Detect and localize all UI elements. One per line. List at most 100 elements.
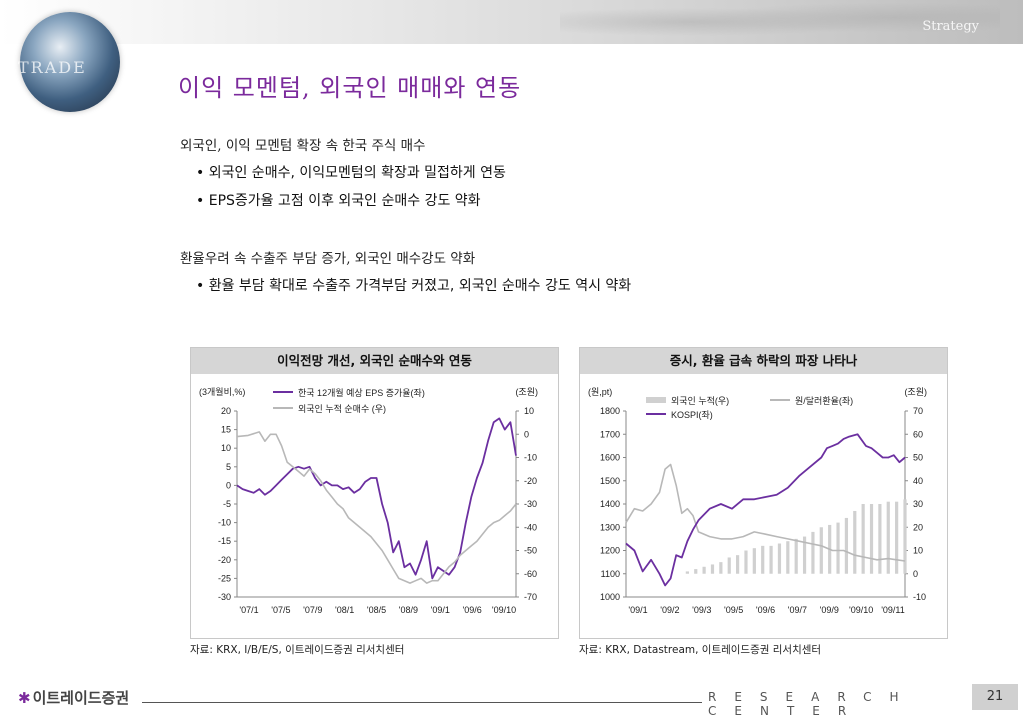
chart-1-right-tick-label: -30 [524,499,537,509]
chart-2-x-tick-label: '09/7 [788,605,807,615]
chart-2-bar [886,501,890,574]
chart-2-legend-swatch [646,397,666,403]
chart-1-right-tick-label: -50 [524,546,537,556]
chart-2-bar [895,501,899,574]
chart-2-bar [744,550,748,574]
chart-2-x-tick-label: '09/6 [756,605,775,615]
footer-divider [142,702,702,703]
chart-1-right-tick-label: -20 [524,476,537,486]
chart-1-right-tick-label: 0 [524,429,529,439]
chart-1-right-tick-label: 10 [524,406,534,416]
chart-1-legend-label: 한국 12개월 예상 EPS 증가율(좌) [298,387,425,398]
chart-2-series-line-2 [625,433,906,587]
star-logo-icon: ✱ [18,689,31,707]
chart-2-right-tick-label: 20 [913,522,923,532]
section-heading-2: 환율우려 속 수출주 부담 증가, 외국인 매수강도 약화 [180,251,476,267]
chart-1-left-unit: (3개월비,%) [199,386,245,397]
chart-2-left-unit: (원,pt) [588,387,612,397]
chart-1-svg: (3개월비,%) (조원) 20 15 10 5 0 -5 -10 -15 -20 -25 -30 10 0… [199,386,538,615]
chart-1-right-tick-label: -70 [524,592,537,602]
chart-1-x-tick-label: '09/6 [463,605,482,615]
chart-2-x-tick-label: '09/2 [660,605,679,615]
chart-2-right-tick-label: 0 [913,569,918,579]
chart-1-right-tick-label: -40 [524,522,537,532]
chart-2-x-tick-label: '09/1 [628,605,647,615]
chart-1-left-tick-label: -5 [223,499,231,509]
chart-2-bar [769,545,773,574]
chart-2-bar [786,541,790,574]
chart-1-left-tick-label: 15 [221,425,231,435]
chart-2-bar [869,504,874,574]
chart-2-bar [736,555,740,574]
section-label: Strategy [922,19,979,34]
chart-1-x-tick-label: '08/9 [399,605,418,615]
chart-source-1: 자료: KRX, I/B/E/S, 이트레이드증권 리서치센터 [190,644,405,656]
chart-2-legend-label: 외국인 누적(우) [671,395,729,406]
bullet-2-1: 환율 부담 확대로 수출주 가격부담 커졌고, 외국인 순매수 강도 역시 약화 [196,275,631,295]
chart-2-x-tick-label: '09/3 [692,605,711,615]
chart-1-series-line-2 [236,431,517,584]
chart-2-bar [702,566,706,574]
chart-1-x-tick-label: '09/1 [431,605,450,615]
chart-2-svg: (원,pt) (조원) 1800 1700 1600 1500 1400 1300 1200 11… [588,387,927,615]
chart-2-left-tick-label: 1700 [600,429,620,439]
chart-2-right-unit: (조원) [904,387,927,397]
chart-2-right-tick-label: -10 [913,592,926,602]
chart-1-left-tick-label: -30 [218,592,231,602]
chart-2-bar [878,504,882,574]
chart-2-bar [719,562,723,574]
chart-1-right-unit: (조원) [515,387,538,397]
chart-2-bar [752,548,756,574]
chart-1-left-tick-label: -25 [218,573,231,583]
chart-2-bar [844,517,849,574]
chart-2-right-tick-label: 30 [913,499,923,509]
chart-2-bar [761,545,765,574]
chart-1-left-tick-label: -15 [218,536,231,546]
chart-1-x-tick-label: '09/10 [492,605,516,615]
chart-2-bar [819,527,823,574]
chart-2-left-tick-label: 1000 [600,592,620,602]
chart-1-left-tick-label: 20 [221,406,231,416]
page-title: 이익 모멘텀, 외국인 매매와 연동 [178,74,522,102]
chart-2-bar [853,510,857,574]
chart-2-bar [727,557,731,574]
chart-title-1: 이익전망 개선, 외국인 순매수와 연동 [191,348,558,374]
chart-2-right-tick-label: 40 [913,476,923,486]
chart-1-x-tick-label: '07/5 [271,605,290,615]
page-number: 21 [972,684,1018,710]
top-banner [0,0,1023,44]
chart-2-left-tick-label: 1200 [600,546,620,556]
chart-2-bar [903,499,907,574]
chart-2-x-tick-label: '09/10 [849,605,873,615]
chart-panel-1: 이익전망 개선, 외국인 순매수와 연동 (3개월비,%) (조원) 20 15 10 5… [190,347,559,639]
chart-1-left-tick-label: 0 [226,480,231,490]
chart-2-right-tick-label: 50 [913,453,923,463]
chart-2-legend-label: KOSPI(좌) [671,410,713,420]
chart-2-left-tick-label: 1400 [600,499,620,509]
company-logo: ✱ 이트레이드증권 [18,687,129,708]
chart-2-left-tick-label: 1500 [600,476,620,486]
chart-1-left-tick-label: 10 [221,443,231,453]
chart-1-legend-label: 외국인 누적 순매수 (우) [298,403,386,414]
chart-1-x-tick-label: '08/5 [367,605,386,615]
chart-1-x-tick-label: '07/1 [239,605,258,615]
chart-2-bar [710,564,715,574]
chart-1-left-tick-label: 5 [226,462,231,472]
chart-2-bar [861,504,865,574]
company-name: 이트레이드증권 [32,689,130,707]
chart-2-x-tick-label: '09/11 [881,605,905,615]
chart-1-left-tick-label: -20 [218,555,231,565]
chart-2-legend-label: 원/달러환율(좌) [795,395,853,406]
chart-1-x-tick-label: '08/1 [335,605,354,615]
chart-2-bar [794,538,798,574]
chart-2-x-tick-label: '09/9 [820,605,839,615]
chart-2-bar [694,569,698,574]
chart-source-2: 자료: KRX, Datastream, 이트레이드증권 리서치센터 [579,644,822,656]
chart-2-bar [802,536,807,574]
chart-title-2: 증시, 환율 급속 하락의 파장 나타나 [580,348,947,374]
chart-1-series-line-1 [236,417,517,580]
bullet-1-2: EPS증가율 고점 이후 외국인 순매수 강도 약화 [196,190,481,210]
chart-2-left-tick-label: 1300 [600,522,620,532]
world-map-decoration [560,0,1000,44]
chart-2-left-tick-label: 1600 [600,453,620,463]
